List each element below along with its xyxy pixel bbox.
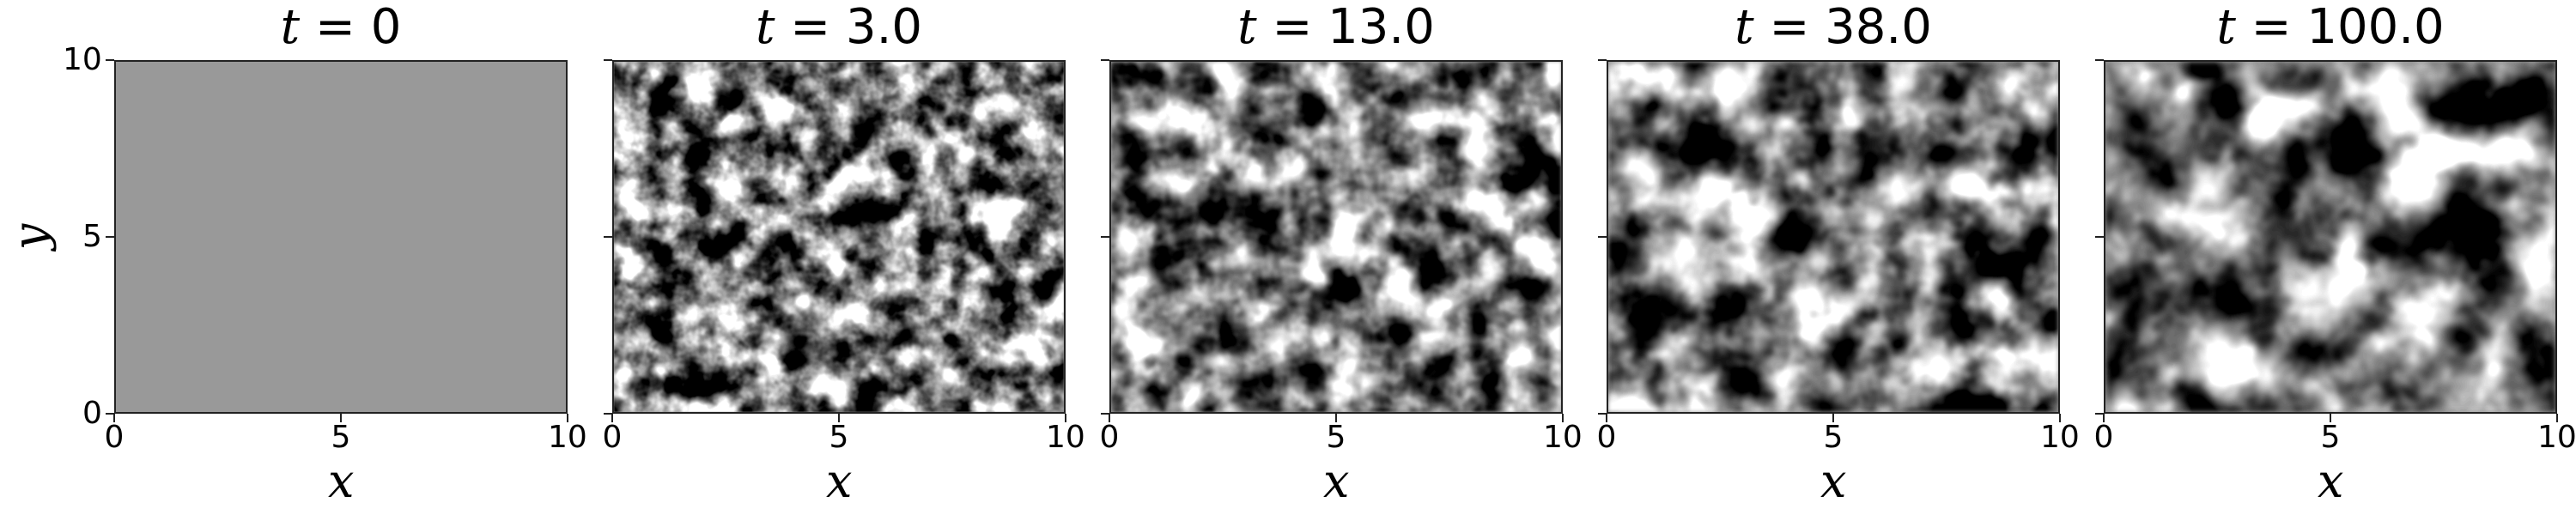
heatmap-plot-0 — [114, 60, 568, 414]
y-tick-1-2 — [604, 59, 612, 61]
y-tick-0-1 — [106, 236, 114, 238]
title-time-value: = 38.0 — [1753, 0, 1932, 55]
y-tick-4-2 — [2095, 59, 2104, 61]
x-tick-label-2-2: 10 — [1543, 420, 1583, 455]
x-tick-0-1 — [340, 414, 342, 422]
title-time-symbol: t — [1237, 0, 1257, 55]
x-axis-label-4: x — [2318, 454, 2344, 508]
x-tick-2-1 — [1335, 414, 1337, 422]
y-tick-1-1 — [604, 236, 612, 238]
x-tick-label-0-1: 5 — [331, 420, 351, 455]
x-tick-1-1 — [838, 414, 840, 422]
panel-title-1: t = 3.0 — [756, 3, 922, 52]
x-tick-label-4-1: 5 — [2320, 420, 2341, 455]
heatmap-field-2 — [1111, 62, 1561, 412]
x-tick-3-0 — [1606, 414, 1607, 422]
title-time-symbol: t — [280, 0, 301, 55]
x-tick-label-0-0: 0 — [104, 420, 125, 455]
x-axis-label-2: x — [1323, 454, 1350, 508]
x-axis-label-1: x — [826, 454, 853, 508]
y-tick-label-0-1: 5 — [82, 219, 102, 254]
y-tick-label-0-0: 0 — [82, 396, 102, 431]
x-axis-label-0: x — [328, 454, 355, 508]
y-tick-0-0 — [106, 413, 114, 415]
x-tick-label-2-1: 5 — [1326, 420, 1346, 455]
title-time-symbol: t — [755, 0, 775, 55]
y-tick-label-0-2: 10 — [63, 42, 102, 77]
title-time-value: = 0 — [300, 0, 402, 55]
x-tick-4-0 — [2103, 414, 2105, 422]
x-tick-1-2 — [1065, 414, 1066, 422]
x-tick-label-2-0: 0 — [1099, 420, 1120, 455]
title-time-value: = 13.0 — [1256, 0, 1435, 55]
x-tick-2-0 — [1109, 414, 1110, 422]
x-tick-4-2 — [2556, 414, 2558, 422]
y-tick-4-0 — [2095, 413, 2104, 415]
x-tick-3-2 — [2059, 414, 2061, 422]
x-tick-label-3-1: 5 — [1823, 420, 1844, 455]
x-tick-label-1-1: 5 — [829, 420, 849, 455]
y-tick-3-1 — [1598, 236, 1607, 238]
y-tick-0-2 — [106, 59, 114, 61]
y-tick-2-1 — [1101, 236, 1109, 238]
y-tick-1-0 — [604, 413, 612, 415]
heatmap-plot-2 — [1109, 60, 1563, 414]
y-tick-2-2 — [1101, 59, 1109, 61]
x-axis-label-3: x — [1820, 454, 1847, 508]
x-tick-3-1 — [1832, 414, 1834, 422]
heatmap-plot-3 — [1607, 60, 2060, 414]
title-time-value: = 100.0 — [2235, 0, 2445, 55]
panel-title-0: t = 0 — [281, 3, 402, 52]
x-tick-1-0 — [611, 414, 613, 422]
y-tick-2-0 — [1101, 413, 1109, 415]
x-tick-label-4-2: 10 — [2537, 420, 2576, 455]
x-tick-label-3-2: 10 — [2040, 420, 2080, 455]
x-tick-label-1-0: 0 — [602, 420, 623, 455]
x-tick-2-2 — [1562, 414, 1564, 422]
heatmap-plot-4 — [2104, 60, 2557, 414]
x-tick-4-1 — [2330, 414, 2331, 422]
panel-title-2: t = 13.0 — [1237, 3, 1435, 52]
x-tick-label-0-2: 10 — [548, 420, 587, 455]
heatmap-field-4 — [2105, 62, 2555, 412]
y-tick-4-1 — [2095, 236, 2104, 238]
title-time-symbol: t — [2216, 0, 2236, 55]
panel-title-4: t = 100.0 — [2216, 3, 2444, 52]
x-tick-label-3-0: 0 — [1596, 420, 1617, 455]
x-tick-label-1-2: 10 — [1046, 420, 1085, 455]
heatmap-plot-1 — [612, 60, 1066, 414]
panel-title-3: t = 38.0 — [1735, 3, 1932, 52]
y-tick-3-0 — [1598, 413, 1607, 415]
x-tick-0-2 — [567, 414, 568, 422]
heatmap-field-3 — [1608, 62, 2058, 412]
y-axis-label-0: y — [3, 223, 58, 251]
title-time-value: = 3.0 — [775, 0, 923, 55]
x-tick-label-4-0: 0 — [2093, 420, 2114, 455]
x-tick-0-0 — [113, 414, 115, 422]
y-tick-3-2 — [1598, 59, 1607, 61]
heatmap-field-1 — [614, 62, 1064, 412]
title-time-symbol: t — [1735, 0, 1754, 55]
